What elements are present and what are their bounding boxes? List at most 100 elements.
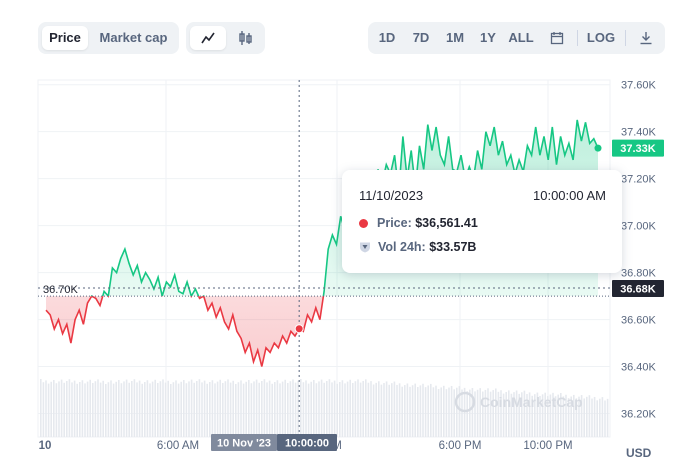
volume-bar bbox=[294, 382, 297, 437]
volume-bar bbox=[474, 391, 476, 437]
candlestick-button[interactable] bbox=[228, 26, 262, 50]
volume-bar bbox=[63, 382, 65, 437]
range-1m-button[interactable]: 1M bbox=[445, 30, 465, 45]
range-selector: 1D 7D 1M 1Y ALL LOG bbox=[368, 22, 665, 54]
range-7d-button[interactable]: 7D bbox=[412, 30, 430, 45]
volume-bar bbox=[599, 398, 601, 437]
volume-bar bbox=[261, 381, 263, 437]
volume-bar bbox=[383, 383, 385, 437]
volume-bar bbox=[508, 390, 510, 437]
volume-bar bbox=[92, 383, 94, 437]
volume-bar bbox=[591, 398, 593, 437]
volume-bar bbox=[580, 395, 583, 437]
volume-bar bbox=[404, 385, 406, 437]
volume-bar bbox=[193, 382, 195, 437]
volume-bar bbox=[547, 396, 549, 437]
volume-bar bbox=[73, 380, 76, 437]
volume-bar bbox=[120, 383, 123, 437]
volume-bar bbox=[263, 379, 266, 437]
volume-bar bbox=[297, 380, 299, 437]
volume-bar bbox=[536, 392, 539, 437]
tooltip-volume-label: Vol 24h: bbox=[378, 240, 426, 254]
price-tab[interactable]: Price bbox=[42, 26, 88, 50]
volume-bar bbox=[562, 396, 565, 437]
volume-bar bbox=[601, 397, 604, 437]
x-tick-label: 6:00 PM bbox=[439, 440, 482, 452]
volume-bar bbox=[492, 390, 494, 437]
range-all-button[interactable]: ALL bbox=[508, 30, 534, 45]
volume-bar bbox=[289, 381, 292, 437]
volume-bar bbox=[219, 379, 221, 437]
y-tick-label: 36.80K bbox=[621, 268, 657, 280]
volume-bar bbox=[471, 388, 474, 437]
volume-bar bbox=[406, 383, 409, 437]
volume-bar bbox=[495, 388, 497, 437]
volume-bar bbox=[333, 380, 336, 437]
volume-bar bbox=[175, 380, 177, 437]
hover-point bbox=[294, 324, 304, 334]
volume-bar bbox=[318, 381, 320, 437]
range-1d-button[interactable]: 1D bbox=[378, 30, 396, 45]
chart-type-toggle bbox=[186, 22, 265, 54]
volume-bar bbox=[58, 381, 60, 437]
tooltip-volume-row: Vol 24h: $33.57B bbox=[359, 240, 476, 254]
volume-bar bbox=[469, 389, 471, 437]
volume-shield-icon bbox=[360, 242, 370, 253]
volume-bar bbox=[196, 381, 198, 437]
volume-bar bbox=[570, 396, 572, 437]
volume-bar bbox=[157, 383, 159, 437]
download-button[interactable] bbox=[630, 26, 661, 50]
volume-bar bbox=[326, 381, 328, 437]
crosshair-date-tag-bg bbox=[211, 434, 277, 451]
volume-bar bbox=[432, 387, 435, 437]
volume-bar bbox=[411, 385, 414, 437]
calendar-icon bbox=[550, 32, 564, 45]
volume-bar bbox=[190, 379, 193, 437]
volume-bar bbox=[151, 381, 154, 437]
volume-bar bbox=[292, 379, 294, 437]
volume-bar bbox=[183, 380, 185, 437]
volume-bar bbox=[359, 382, 362, 437]
volume-bar bbox=[341, 380, 344, 437]
volume-bar bbox=[76, 383, 78, 437]
candlestick-icon bbox=[239, 31, 252, 45]
line-chart-button[interactable] bbox=[190, 26, 226, 50]
toolbar-divider bbox=[577, 30, 578, 46]
volume-bar bbox=[320, 379, 323, 437]
volume-bar bbox=[305, 380, 307, 437]
volume-bar bbox=[222, 383, 224, 437]
volume-bar bbox=[476, 389, 479, 437]
volume-bar bbox=[128, 382, 130, 437]
volume-bar bbox=[86, 381, 89, 437]
volume-bar bbox=[47, 383, 50, 437]
market-cap-tab[interactable]: Market cap bbox=[99, 30, 168, 45]
volume-bar bbox=[172, 382, 175, 437]
x-tick-label: 6:00 AM bbox=[157, 440, 199, 452]
volume-bar bbox=[523, 390, 526, 437]
log-scale-button[interactable]: LOG bbox=[586, 30, 616, 45]
volume-bar bbox=[84, 383, 86, 437]
volume-bar bbox=[565, 394, 567, 437]
volume-bar bbox=[79, 382, 81, 437]
volume-bar bbox=[60, 379, 63, 437]
range-1y-button[interactable]: 1Y bbox=[480, 30, 496, 45]
volume-bar bbox=[206, 383, 208, 437]
y-tick-label: 37.40K bbox=[621, 127, 657, 139]
volume-bar bbox=[349, 379, 351, 437]
date-range-button[interactable] bbox=[542, 26, 572, 50]
volume-bar bbox=[328, 379, 331, 437]
volume-bar bbox=[71, 382, 73, 437]
volume-bar bbox=[125, 379, 128, 437]
volume-bar bbox=[443, 385, 445, 437]
volume-bar bbox=[606, 398, 609, 437]
volume-bar bbox=[378, 381, 380, 437]
volume-bar bbox=[380, 384, 383, 437]
volume-bar bbox=[453, 389, 455, 437]
volume-bar bbox=[456, 387, 458, 437]
volume-bar bbox=[391, 383, 393, 437]
volume-bar bbox=[549, 394, 552, 437]
volume-bar bbox=[131, 381, 133, 437]
volume-bar bbox=[445, 389, 448, 437]
volume-bar bbox=[588, 395, 591, 437]
volume-bar bbox=[240, 380, 242, 437]
